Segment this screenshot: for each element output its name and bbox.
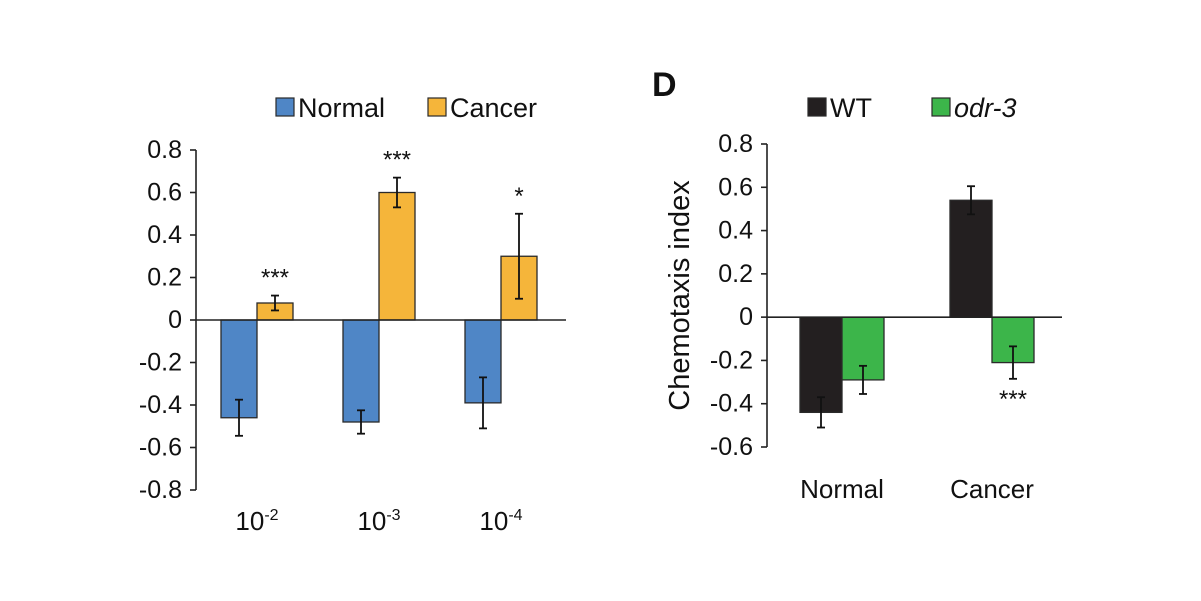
y-tick-label: -0.2 — [710, 346, 753, 374]
y-tick-label: 0.2 — [718, 260, 753, 288]
bar — [949, 199, 993, 318]
legend-swatch — [807, 97, 827, 117]
category-exponent: -4 — [508, 507, 522, 524]
legend-swatch — [931, 97, 951, 117]
y-tick-label: 0.4 — [147, 221, 182, 249]
category-exponent: -3 — [386, 507, 400, 524]
y-tick-label: 0.8 — [147, 136, 182, 164]
category-base: Cancer — [950, 474, 1034, 504]
y-tick-label: 0.6 — [147, 179, 182, 207]
legend-swatch — [275, 97, 295, 117]
legend-label: odr-3 — [954, 93, 1017, 123]
y-tick-label: -0.6 — [710, 433, 753, 461]
legend-swatch — [427, 97, 447, 117]
legend-label: Cancer — [450, 93, 537, 123]
category-base: 10 — [357, 506, 386, 536]
y-tick-label: -0.8 — [139, 476, 182, 504]
significance-marker: *** — [999, 386, 1027, 413]
legend-label: Normal — [298, 93, 385, 123]
significance-marker: *** — [261, 265, 289, 292]
panel-label: D — [652, 66, 677, 104]
chart-panel-concentration: 0.80.60.40.20-0.2-0.4-0.6-0.8*******10-2… — [139, 93, 566, 536]
y-tick-label: -0.6 — [139, 434, 182, 462]
category-base: 10 — [479, 506, 508, 536]
significance-marker: *** — [383, 147, 411, 174]
y-tick-label: 0 — [168, 306, 182, 334]
y-axis-label: Chemotaxis index — [664, 180, 696, 411]
bar — [342, 319, 380, 423]
bar — [378, 191, 416, 321]
y-tick-label: -0.2 — [139, 349, 182, 377]
x-category-label: 10-3 — [357, 506, 400, 536]
x-category-label: Cancer — [950, 474, 1034, 504]
y-tick-label: 0.8 — [718, 130, 753, 158]
x-category-label: Normal — [800, 474, 884, 504]
y-tick-label: -0.4 — [139, 391, 182, 419]
significance-marker: * — [514, 183, 523, 210]
y-tick-label: 0 — [739, 303, 753, 331]
x-category-label: 10-4 — [479, 506, 522, 536]
y-tick-label: 0.6 — [718, 173, 753, 201]
category-exponent: -2 — [264, 507, 278, 524]
legend-label: WT — [830, 93, 872, 123]
category-base: Normal — [800, 474, 884, 504]
chart-panel-d: D Chemotaxis index 0.8 0.6 0.4 0.2 0 -0.2 -0.4 -0… — [652, 66, 1062, 504]
category-base: 10 — [235, 506, 264, 536]
y-tick-label: 0.2 — [147, 264, 182, 292]
y-tick-label: -0.4 — [710, 390, 753, 418]
y-tick-label: 0.4 — [718, 217, 753, 245]
x-category-label: 10-2 — [235, 506, 278, 536]
